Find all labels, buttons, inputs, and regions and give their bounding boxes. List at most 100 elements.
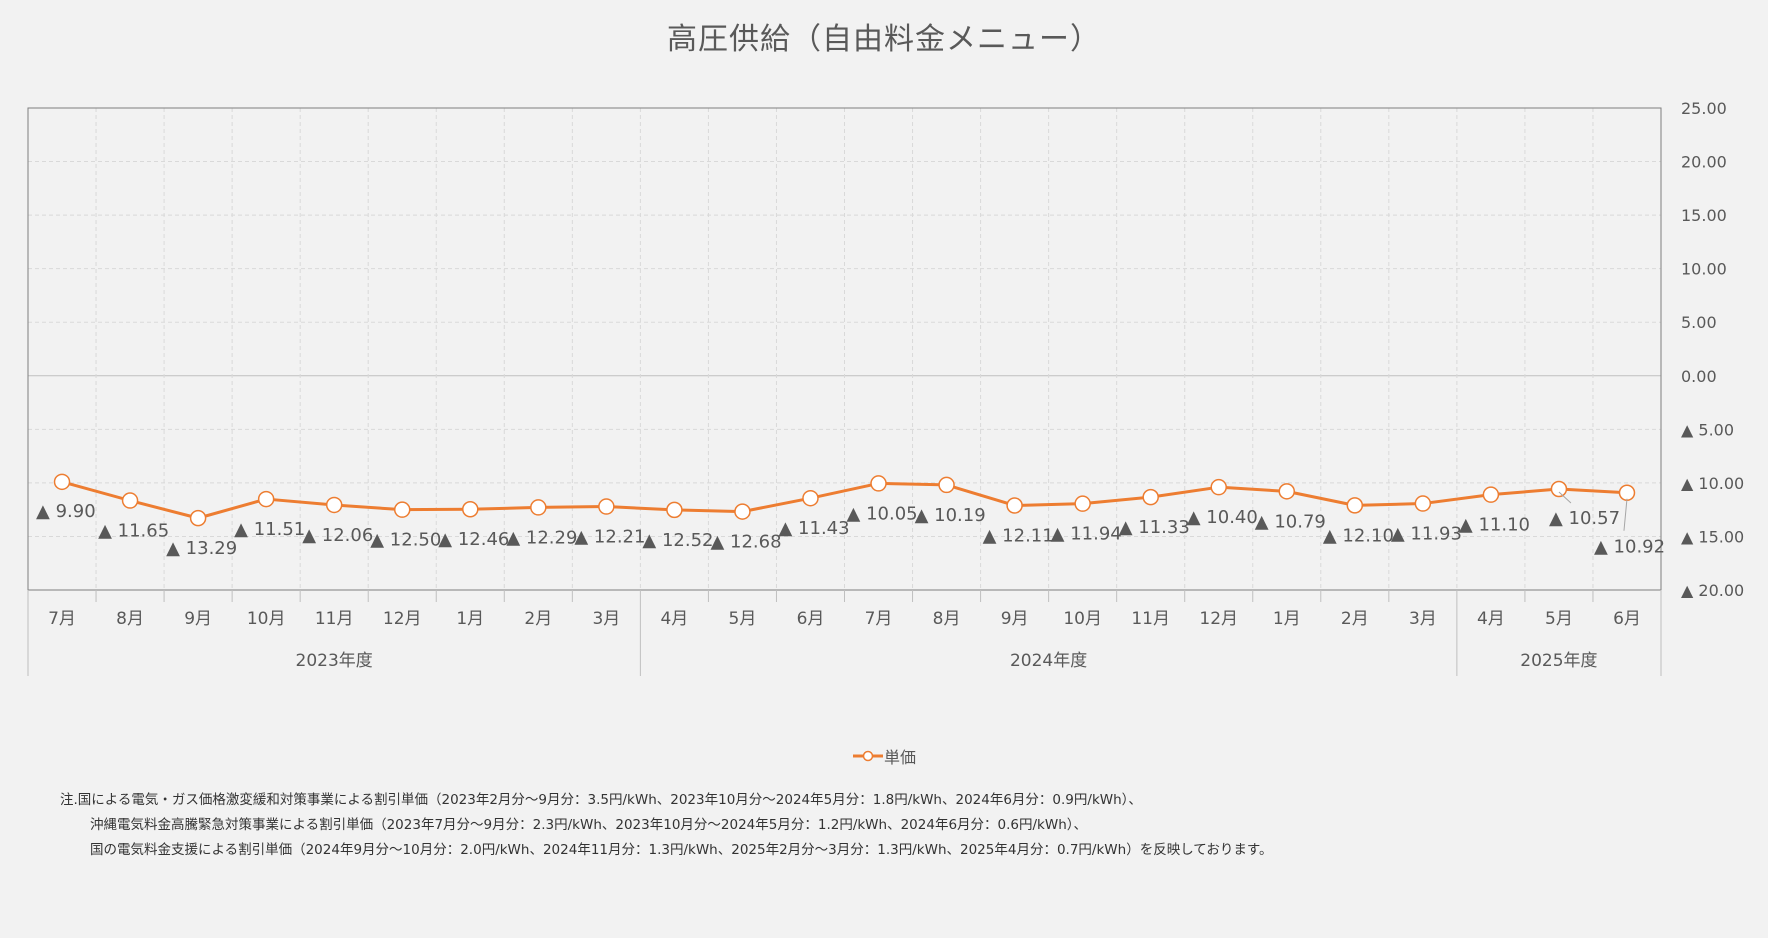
y-tick-label: 25.00 [1681,99,1727,118]
data-label: ▲ 13.29 [166,538,237,559]
y-tick-label: ▲ 15.00 [1681,527,1744,546]
footnote: 注.国による電気・ガス価格激変緩和対策事業による割引単価（2023年2月分～9月… [60,788,1740,863]
line-chart: 25.00 20.00 15.00 10.00 5.00 0.00 ▲ 5.00 ▲ 10.0… [27,99,1744,676]
x-tick-label: 7月 [865,609,893,629]
data-point [870,475,887,492]
data-label: ▲ 12.50 [370,530,441,551]
group-label: 2024年度 [1010,651,1087,671]
x-tick-label: 11月 [315,609,354,629]
data-label: ▲ 12.06 [302,525,373,546]
x-tick-label: 5月 [1545,609,1573,629]
data-point [393,501,411,518]
x-tick-label: 9月 [1001,609,1029,629]
data-label: ▲ 9.90 [36,501,96,522]
data-point [1414,495,1432,512]
y-tick-label: 20.00 [1681,153,1727,172]
legend-line-marker-icon [852,750,883,762]
data-point [1482,486,1500,503]
footnote-line: 国の電気料金支援による割引単価（2024年9月分～10月分：2.0円/kWh、2… [90,842,1273,858]
x-tick-label: 4月 [1477,609,1505,629]
data-point [189,509,207,527]
x-tick-label: 1月 [456,609,484,629]
x-tick-label: 2月 [1341,609,1369,629]
data-point [734,503,751,520]
data-point [462,500,479,518]
data-point [1346,497,1364,514]
data-label: ▲ 11.10 [1459,515,1530,536]
x-tick-label: 3月 [1409,609,1437,629]
data-label: ▲ 12.46 [438,529,509,550]
x-tick-label: 6月 [797,609,825,629]
data-point [53,473,71,491]
data-point [325,496,343,514]
y-tick-label: 0.00 [1681,367,1717,386]
series-line [61,480,1628,520]
legend: 単価 [0,744,1768,768]
y-tick-label: ▲ 20.00 [1681,581,1744,600]
data-point [530,499,547,516]
data-point [1142,488,1159,506]
x-tick-label: 6月 [1613,609,1641,629]
group-label: 2025年度 [1520,651,1597,671]
group-label: 2023年度 [296,651,373,671]
data-point [1550,480,1568,498]
data-label: ▲ 10.05 [847,503,918,524]
data-label: ▲ 12.10 [1323,525,1394,546]
x-tick-label: 8月 [116,609,144,629]
x-tick-label: 10月 [1063,609,1102,629]
data-point [121,492,139,509]
data-label: ▲ 11.94 [1051,524,1122,545]
data-point [666,501,683,519]
x-tick-label: 3月 [592,609,620,629]
data-point [1618,484,1636,501]
y-tick-label: 5.00 [1681,313,1717,332]
line-layer [53,473,1636,527]
x-tick-label: 7月 [48,609,76,629]
data-label: ▲ 10.40 [1187,507,1258,528]
y-tick-label: ▲ 10.00 [1681,474,1744,493]
data-point [598,498,615,515]
data-point [802,489,819,507]
data-point [1278,483,1296,500]
data-point [1006,497,1023,514]
y-tick-label: 15.00 [1681,206,1727,225]
data-point [1074,495,1091,512]
data-label: ▲ 12.68 [710,532,781,553]
data-label: ▲ 11.43 [778,518,849,539]
data-label: ▲ 10.79 [1255,511,1326,532]
x-tick-label: 2月 [524,609,552,629]
data-label: ▲ 12.29 [506,527,577,548]
x-tick-label: 1月 [1273,609,1301,629]
footnote-line: 沖縄電気料金高騰緊急対策事業による割引単価（2023年7月分～9月分：2.3円/… [90,817,1088,833]
label-layer: ▲ 9.90▲ 11.65▲ 13.29▲ 11.51▲ 12.06▲ 12.5… [36,491,1665,559]
leader-line [1558,491,1572,504]
data-label: ▲ 10.19 [915,505,986,526]
data-label: ▲ 11.33 [1119,517,1190,538]
leader-line [1623,498,1628,531]
data-label: ▲ 12.52 [642,530,713,551]
x-tick-label: 4月 [660,609,688,629]
data-label: ▲ 11.65 [98,521,169,542]
data-label: ▲ 11.93 [1391,524,1462,545]
data-point [257,490,275,508]
data-point [938,476,955,494]
data-label: ▲ 10.92 [1594,537,1665,558]
data-point [1210,478,1227,496]
y-tick-label: 10.00 [1681,260,1727,279]
x-tick-label: 12月 [1199,609,1238,629]
y-tick-label: ▲ 5.00 [1681,420,1734,439]
x-tick-label: 11月 [1131,609,1170,629]
chart-title: 高圧供給（自由料金メニュー） [667,22,1101,57]
footnote-line: 注.国による電気・ガス価格激変緩和対策事業による割引単価（2023年2月分～9月… [60,792,1142,808]
legend-label: 単価 [883,748,916,767]
x-tick-label: 8月 [933,609,961,629]
data-label: ▲ 12.11 [983,525,1054,546]
x-tick-label: 9月 [184,609,212,629]
x-tick-label: 10月 [247,609,286,629]
data-label: ▲ 12.21 [574,527,645,548]
x-tick-label: 12月 [383,609,422,629]
x-tick-label: 5月 [729,609,757,629]
data-label: ▲ 10.57 [1549,508,1620,529]
data-label: ▲ 11.51 [234,519,305,540]
